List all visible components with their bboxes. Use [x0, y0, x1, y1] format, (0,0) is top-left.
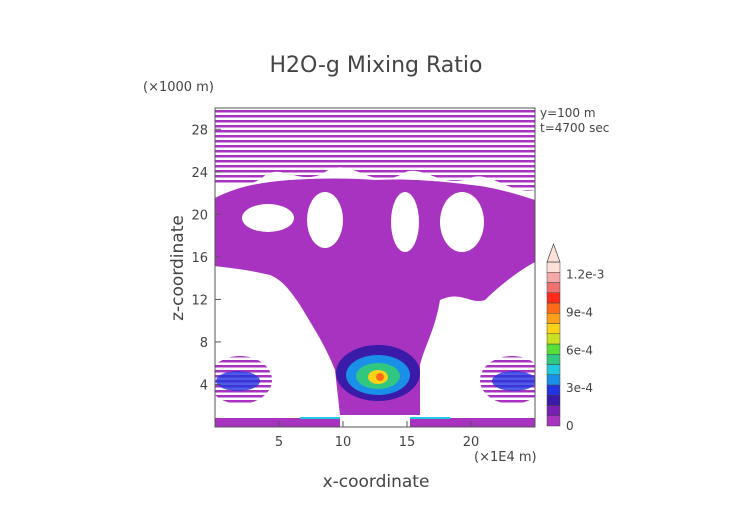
colorbar-tick-label: 0 — [566, 419, 574, 433]
x-tick-label: 5 — [275, 435, 283, 450]
surface-strip-left — [215, 418, 340, 427]
y-tick-label: 28 — [191, 123, 208, 138]
surface-line-left — [300, 417, 340, 419]
white-blob-center — [307, 192, 343, 248]
core-max — [376, 373, 384, 381]
x-tick-label: 10 — [335, 435, 352, 450]
colorbar-tick-label: 1.2e-3 — [566, 268, 604, 282]
colorbar-swatch — [546, 333, 561, 345]
white-blob-mid — [391, 192, 419, 252]
annotation-t: t=4700 sec — [540, 121, 609, 135]
colorbar-tick-label: 9e-4 — [566, 305, 593, 319]
colorbar-extend-arrow — [546, 242, 561, 263]
plot-frame — [214, 107, 536, 428]
side-lobe-left-core — [216, 371, 260, 391]
colorbar: 0 3e-4 6e-4 9e-4 1.2e-3 — [546, 242, 604, 433]
colorbar-swatch — [546, 374, 561, 386]
colorbar-swatch — [546, 343, 561, 355]
x-tick-label: 15 — [399, 435, 416, 450]
y-ticks: 4 8 12 16 20 24 28 — [191, 123, 221, 393]
annotation-y: y=100 m — [540, 106, 596, 120]
chart-title: H2O-g Mixing Ratio — [270, 53, 483, 78]
upper-striped-region — [215, 108, 535, 191]
x-ticks: 5 10 15 20 — [275, 421, 479, 450]
y-tick-label: 12 — [191, 293, 208, 308]
colorbar-swatch — [546, 261, 561, 273]
colorbar-swatch — [546, 292, 561, 304]
colorbar-swatch — [546, 364, 561, 375]
colorbar-swatch — [546, 302, 561, 314]
y-tick-label: 8 — [200, 336, 208, 351]
surface-line-right — [410, 417, 450, 419]
y-tick-label: 20 — [191, 208, 208, 223]
y-unit-label: (×1000 m) — [143, 80, 214, 95]
colorbar-tick-label: 6e-4 — [566, 343, 593, 357]
y-tick-label: 4 — [200, 378, 208, 393]
colorbar-swatch — [546, 272, 561, 283]
y-tick-label: 24 — [191, 166, 208, 181]
white-blob-left — [242, 204, 294, 232]
white-blob-right — [440, 192, 484, 252]
colorbar-swatch — [546, 323, 561, 334]
colorbar-swatch — [546, 384, 561, 396]
side-lobe-right-core — [492, 371, 535, 391]
x-unit-label: (×1E4 m) — [474, 450, 537, 465]
colorbar-swatch — [546, 282, 561, 293]
colorbar-swatch — [546, 405, 561, 416]
colorbar-swatch — [546, 354, 561, 365]
mixing-ratio-field — [215, 108, 535, 427]
x-axis-label: x-coordinate — [323, 472, 430, 492]
colorbar-swatch — [546, 313, 561, 324]
colorbar-tick-label: 3e-4 — [566, 381, 593, 395]
y-tick-label: 16 — [191, 251, 208, 266]
surface-strip-right — [410, 418, 535, 427]
y-axis-label: z-coordinate — [168, 215, 188, 321]
colorbar-swatch — [546, 395, 561, 406]
x-tick-label: 20 — [463, 435, 480, 450]
colorbar-swatch — [546, 415, 561, 427]
